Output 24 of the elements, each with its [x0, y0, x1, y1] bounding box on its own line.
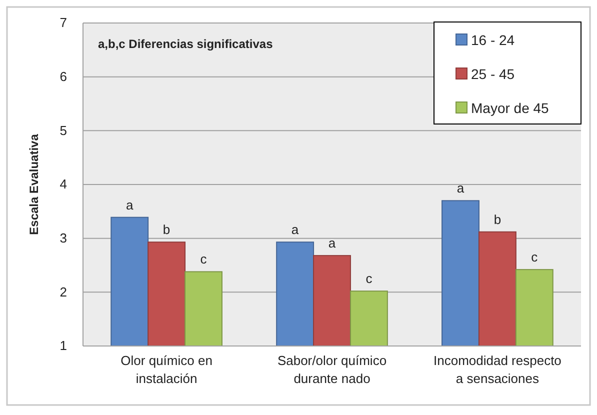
y-tick-label: 1 — [60, 338, 67, 354]
legend-label: Mayor de 45 — [471, 100, 550, 116]
legend-label: 25 - 45 — [471, 66, 515, 82]
data-label: a — [126, 197, 134, 212]
y-tick-label: 6 — [60, 68, 67, 84]
y-tick-label: 7 — [60, 15, 67, 30]
data-label: c — [531, 250, 538, 265]
data-label: c — [200, 252, 208, 267]
data-label: c — [366, 271, 373, 286]
y-tick-label: 5 — [60, 122, 67, 138]
y-tick-label: 2 — [60, 284, 67, 300]
annotation: a,b,c Diferencias significativas — [98, 37, 274, 51]
x-tick-label: Incomodidad respecto a sensaciones — [433, 353, 562, 386]
data-label: b — [494, 212, 502, 227]
x-tick-label: Sabor/olor químico durante nado — [277, 353, 387, 386]
y-axis-title: Escala Evaluativa — [27, 134, 41, 235]
y-tick-label: 3 — [60, 230, 67, 246]
y-tick-label: 4 — [60, 176, 67, 192]
x-tick-label: Olor químico en instalación — [120, 353, 212, 386]
data-label: a — [456, 180, 465, 196]
data-label: b — [162, 222, 170, 238]
data-label: a — [291, 222, 300, 238]
legend-label: 16 - 24 — [471, 32, 515, 48]
data-label: a — [328, 236, 336, 251]
